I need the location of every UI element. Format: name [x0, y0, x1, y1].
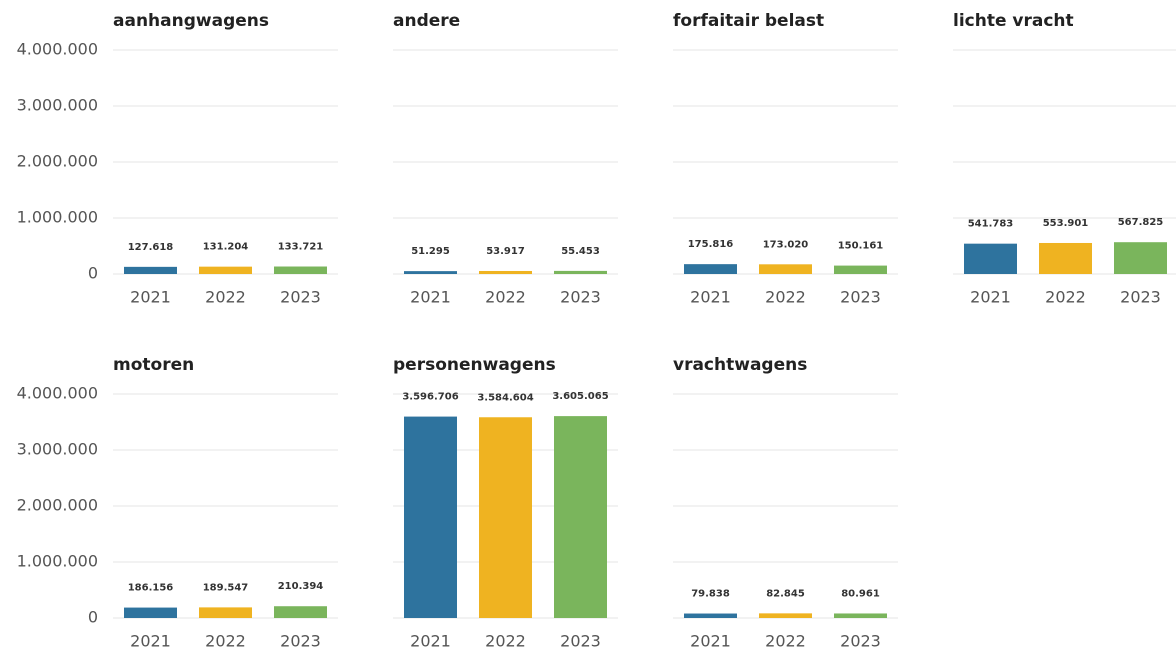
panel-title: forfaitair belast [673, 11, 824, 31]
value-label: 79.838 [691, 589, 730, 600]
y-tick-label: 3.000.000 [17, 96, 98, 115]
x-tick-label: 2023 [840, 288, 881, 307]
x-tick-label: 2021 [410, 632, 451, 651]
value-label: 127.618 [128, 242, 174, 253]
value-label: 567.825 [1118, 217, 1164, 228]
y-tick-label: 0 [88, 264, 98, 283]
x-tick-label: 2022 [1045, 288, 1086, 307]
bar [684, 264, 737, 274]
x-tick-label: 2022 [765, 288, 806, 307]
x-tick-label: 2021 [970, 288, 1011, 307]
value-label: 82.845 [766, 588, 805, 599]
bar [834, 613, 887, 618]
value-label: 3.605.065 [552, 391, 608, 402]
x-tick-label: 2022 [765, 632, 806, 651]
x-tick-label: 2021 [130, 632, 171, 651]
panel-title: vrachtwagens [673, 355, 807, 375]
panel-title: lichte vracht [953, 11, 1074, 31]
y-tick-label: 2.000.000 [17, 152, 98, 171]
x-tick-label: 2022 [485, 632, 526, 651]
x-tick-label: 2021 [690, 288, 731, 307]
y-tick-label: 4.000.000 [17, 40, 98, 59]
value-label: 186.156 [128, 583, 174, 594]
value-label: 210.394 [278, 581, 324, 592]
x-tick-label: 2023 [280, 632, 321, 651]
bar [554, 270, 607, 274]
y-tick-label: 0 [88, 608, 98, 627]
bar [554, 416, 607, 618]
bar [124, 266, 177, 274]
x-tick-label: 2023 [560, 632, 601, 651]
value-label: 133.721 [278, 242, 324, 253]
x-tick-label: 2021 [130, 288, 171, 307]
value-label: 3.584.604 [477, 392, 533, 403]
value-label: 175.816 [688, 239, 734, 250]
bar [274, 606, 327, 618]
x-tick-label: 2021 [690, 632, 731, 651]
y-tick-label: 3.000.000 [17, 440, 98, 459]
x-tick-label: 2023 [1120, 288, 1161, 307]
bar [964, 243, 1017, 274]
x-tick-label: 2022 [485, 288, 526, 307]
bar [404, 416, 457, 618]
y-tick-label: 1.000.000 [17, 552, 98, 571]
bar [684, 613, 737, 618]
value-label: 189.547 [203, 582, 249, 593]
value-label: 131.204 [203, 242, 249, 253]
panel-title: motoren [113, 355, 194, 375]
x-tick-label: 2022 [205, 288, 246, 307]
value-label: 541.783 [968, 219, 1014, 230]
value-label: 55.453 [561, 246, 600, 257]
value-label: 51.295 [411, 246, 450, 257]
bar [124, 607, 177, 618]
value-label: 80.961 [841, 588, 880, 599]
panel-title: andere [393, 11, 460, 31]
bar [199, 266, 252, 274]
x-tick-label: 2023 [560, 288, 601, 307]
bar [1114, 242, 1167, 274]
y-tick-label: 4.000.000 [17, 384, 98, 403]
bar [479, 417, 532, 618]
x-tick-label: 2022 [205, 632, 246, 651]
x-tick-label: 2021 [410, 288, 451, 307]
panel-title: personenwagens [393, 355, 556, 375]
bar [759, 264, 812, 274]
value-label: 150.161 [838, 241, 884, 252]
value-label: 53.917 [486, 246, 525, 257]
bar [834, 265, 887, 274]
bar [759, 613, 812, 618]
x-tick-label: 2023 [840, 632, 881, 651]
value-label: 553.901 [1043, 218, 1089, 229]
x-tick-label: 2023 [280, 288, 321, 307]
bar [199, 607, 252, 618]
bar [479, 270, 532, 274]
y-tick-label: 1.000.000 [17, 208, 98, 227]
value-label: 173.020 [763, 239, 809, 250]
value-label: 3.596.706 [402, 392, 458, 403]
panel-title: aanhangwagens [113, 11, 269, 31]
bar [274, 266, 327, 274]
y-tick-label: 2.000.000 [17, 496, 98, 515]
bar [404, 271, 457, 274]
bar [1039, 242, 1092, 274]
